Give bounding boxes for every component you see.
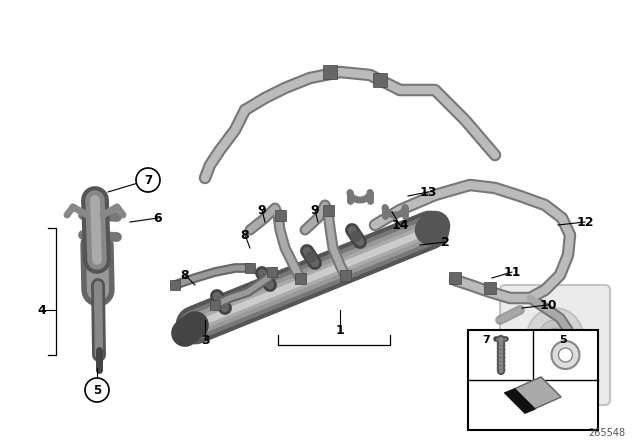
FancyBboxPatch shape <box>275 210 286 221</box>
Circle shape <box>351 231 361 241</box>
Text: 7: 7 <box>482 335 490 345</box>
FancyBboxPatch shape <box>484 282 496 294</box>
Text: 3: 3 <box>201 333 209 346</box>
Text: 10: 10 <box>540 298 557 311</box>
Circle shape <box>552 341 579 369</box>
Text: 8: 8 <box>180 268 189 281</box>
FancyBboxPatch shape <box>267 267 277 277</box>
FancyBboxPatch shape <box>295 273 306 284</box>
FancyBboxPatch shape <box>210 300 220 310</box>
FancyBboxPatch shape <box>245 263 255 273</box>
Circle shape <box>136 168 160 192</box>
Circle shape <box>216 297 226 307</box>
Polygon shape <box>505 389 535 413</box>
Circle shape <box>85 378 109 402</box>
Circle shape <box>539 320 571 352</box>
FancyBboxPatch shape <box>500 285 610 405</box>
Text: 5: 5 <box>560 335 567 345</box>
Circle shape <box>559 348 573 362</box>
Text: 7: 7 <box>144 173 152 186</box>
Circle shape <box>261 274 271 284</box>
Text: 9: 9 <box>310 203 319 216</box>
Text: 4: 4 <box>38 303 46 316</box>
Text: 5: 5 <box>93 383 101 396</box>
Circle shape <box>306 252 316 262</box>
Text: 6: 6 <box>154 211 163 224</box>
Text: 11: 11 <box>503 266 521 279</box>
FancyBboxPatch shape <box>340 270 351 281</box>
FancyBboxPatch shape <box>323 65 337 79</box>
FancyBboxPatch shape <box>449 272 461 284</box>
Text: 1: 1 <box>335 323 344 336</box>
Text: 8: 8 <box>241 228 250 241</box>
Text: 2: 2 <box>440 236 449 249</box>
Polygon shape <box>505 377 561 413</box>
Circle shape <box>527 308 583 364</box>
FancyBboxPatch shape <box>373 73 387 87</box>
Text: 13: 13 <box>419 185 436 198</box>
Bar <box>468 330 598 430</box>
Text: 14: 14 <box>391 219 409 232</box>
Text: 265548: 265548 <box>588 428 625 438</box>
FancyBboxPatch shape <box>170 280 180 290</box>
Circle shape <box>547 328 563 344</box>
Text: 12: 12 <box>576 215 594 228</box>
FancyBboxPatch shape <box>323 205 334 216</box>
Text: 9: 9 <box>258 203 266 216</box>
